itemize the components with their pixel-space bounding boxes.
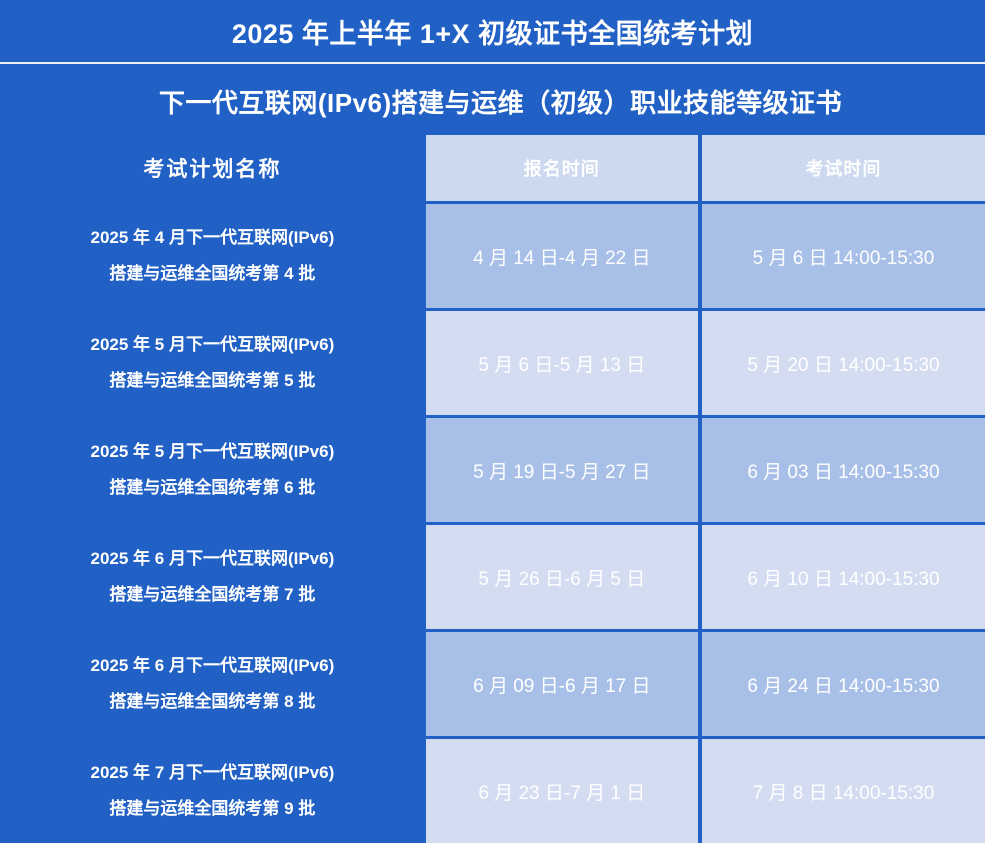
table-row: 2025 年 4 月下一代互联网(IPv6) 搭建与运维全国统考第 4 批 4 月 … <box>6 204 985 308</box>
plan-name-line-1: 2025 年 5 月下一代互联网(IPv6) <box>90 335 335 355</box>
plan-name-line-1: 2025 年 6 月下一代互联网(IPv6) <box>90 549 335 569</box>
cell-plan-name: 2025 年 5 月下一代互联网(IPv6) 搭建与运维全国统考第 5 批 <box>6 311 419 415</box>
plan-name-line-1: 2025 年 4 月下一代互联网(IPv6) <box>90 228 335 248</box>
cell-exam-time: 6 月 03 日 14:00-15:30 <box>701 418 985 522</box>
column-header-registration-time: 报名时间 <box>425 135 698 201</box>
cell-registration-time: 5 月 6 日-5 月 13 日 <box>425 311 698 415</box>
cell-registration-time: 4 月 14 日-4 月 22 日 <box>425 204 698 308</box>
cell-exam-time: 5 月 20 日 14:00-15:30 <box>701 311 985 415</box>
plan-name-line-2: 搭建与运维全国统考第 8 批 <box>109 692 316 711</box>
certificate-subtitle: 下一代互联网(IPv6)搭建与运维（初级）职业技能等级证书 <box>6 70 985 132</box>
cell-plan-name: 2025 年 5 月下一代互联网(IPv6) 搭建与运维全国统考第 6 批 <box>6 418 419 522</box>
plan-name-line-2: 搭建与运维全国统考第 5 批 <box>109 371 316 390</box>
column-header-exam-time: 考试时间 <box>701 135 985 201</box>
cell-plan-name: 2025 年 6 月下一代互联网(IPv6) 搭建与运维全国统考第 7 批 <box>6 525 419 629</box>
page-title: 2025 年上半年 1+X 初级证书全国统考计划 <box>0 0 985 62</box>
cell-registration-time: 5 月 26 日-6 月 5 日 <box>425 525 698 629</box>
cell-exam-time: 5 月 6 日 14:00-15:30 <box>701 204 985 308</box>
table-row: 2025 年 5 月下一代互联网(IPv6) 搭建与运维全国统考第 6 批 5 月 … <box>6 418 985 522</box>
plan-name-line-2: 搭建与运维全国统考第 6 批 <box>109 478 316 497</box>
table-row: 2025 年 5 月下一代互联网(IPv6) 搭建与运维全国统考第 5 批 5 月 … <box>6 311 985 415</box>
plan-name-line-1: 2025 年 6 月下一代互联网(IPv6) <box>90 656 335 676</box>
cell-registration-time: 5 月 19 日-5 月 27 日 <box>425 418 698 522</box>
plan-name-line-2: 搭建与运维全国统考第 4 批 <box>109 264 316 283</box>
column-header-plan-name: 考试计划名称 <box>6 135 419 201</box>
table-body: 2025 年 4 月下一代互联网(IPv6) 搭建与运维全国统考第 4 批 4 月 … <box>6 201 985 843</box>
cell-plan-name: 2025 年 7 月下一代互联网(IPv6) 搭建与运维全国统考第 9 批 <box>6 739 419 843</box>
title-divider <box>0 62 985 70</box>
cell-plan-name: 2025 年 4 月下一代互联网(IPv6) 搭建与运维全国统考第 4 批 <box>6 204 419 308</box>
cell-plan-name: 2025 年 6 月下一代互联网(IPv6) 搭建与运维全国统考第 8 批 <box>6 632 419 736</box>
table-header-row: 考试计划名称 报名时间 考试时间 <box>6 135 985 201</box>
cell-exam-time: 6 月 10 日 14:00-15:30 <box>701 525 985 629</box>
plan-name-line-2: 搭建与运维全国统考第 7 批 <box>109 585 316 604</box>
table-row: 2025 年 7 月下一代互联网(IPv6) 搭建与运维全国统考第 9 批 6 月 … <box>6 739 985 843</box>
cell-registration-time: 6 月 09 日-6 月 17 日 <box>425 632 698 736</box>
cell-exam-time: 6 月 24 日 14:00-15:30 <box>701 632 985 736</box>
plan-name-line-1: 2025 年 5 月下一代互联网(IPv6) <box>90 442 335 462</box>
cell-registration-time: 6 月 23 日-7 月 1 日 <box>425 739 698 843</box>
plan-name-line-1: 2025 年 7 月下一代互联网(IPv6) <box>90 763 335 783</box>
table-row: 2025 年 6 月下一代互联网(IPv6) 搭建与运维全国统考第 7 批 5 月 … <box>6 525 985 629</box>
cell-exam-time: 7 月 8 日 14:00-15:30 <box>701 739 985 843</box>
table-row: 2025 年 6 月下一代互联网(IPv6) 搭建与运维全国统考第 8 批 6 月 … <box>6 632 985 736</box>
plan-name-line-2: 搭建与运维全国统考第 9 批 <box>109 799 316 818</box>
